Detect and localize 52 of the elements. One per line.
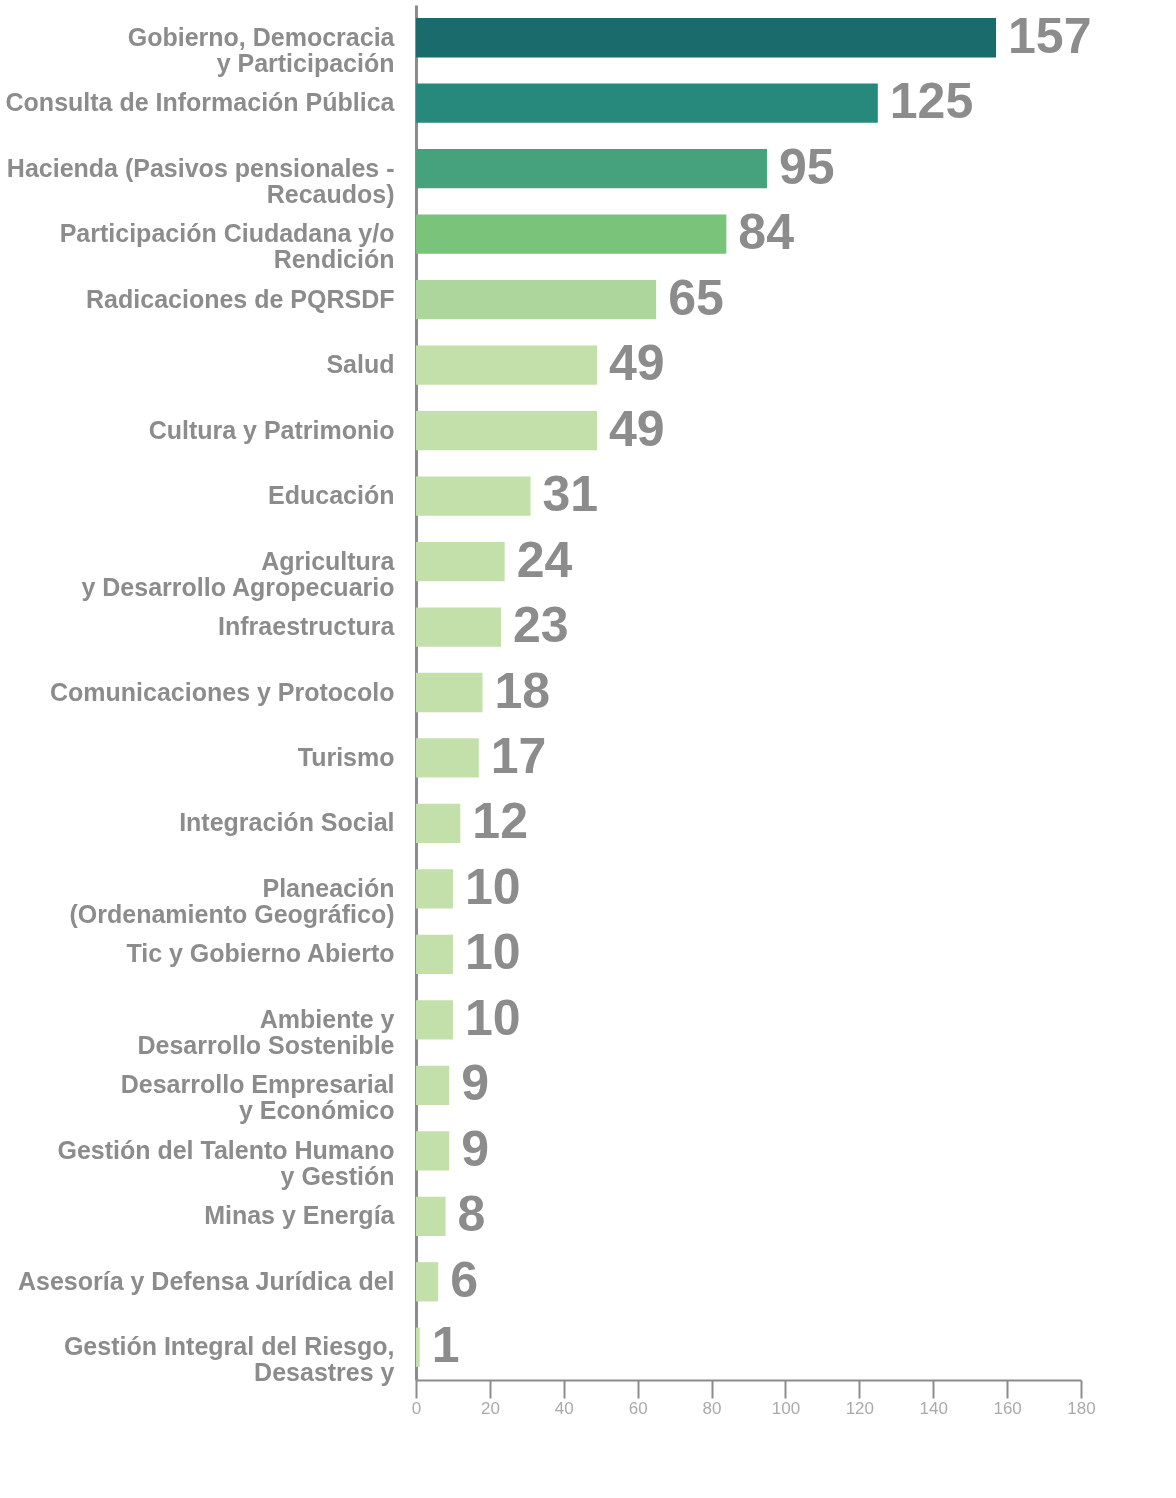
y-tick-label: Cultura y Patrimonio [148, 415, 395, 444]
y-tick-label: Salud [326, 350, 395, 379]
data-label: 23 [512, 597, 569, 654]
data-label: 49 [609, 400, 665, 457]
y-tick-label: Desarrollo Empresarial y Económico [120, 1070, 395, 1125]
y-tick-label: Agricultura y Desarrollo Agropecuario [81, 546, 396, 601]
y-tick-label: Asesoría y Defensa Jurídica del [17, 1266, 395, 1295]
data-label: 1 [431, 1317, 460, 1374]
data-label: 12 [472, 793, 528, 850]
y-tick-label: Gobierno, Democracia y Participación [127, 22, 396, 77]
y-tick-label: Educación [268, 481, 395, 510]
y-tick-label: Infraestructura [218, 612, 396, 641]
y-tick-label: Radicaciones de PQRSDF [86, 284, 395, 313]
x-tick-label: 40 [554, 1398, 574, 1418]
x-tick-label: 20 [480, 1398, 500, 1418]
x-tick-label: 120 [845, 1398, 875, 1418]
y-tick-label: Comunicaciones y Protocolo [49, 677, 395, 706]
data-label: 157 [1008, 7, 1092, 64]
data-label: 9 [461, 1055, 490, 1112]
x-tick-label: 140 [919, 1398, 948, 1418]
data-label: 10 [464, 924, 521, 981]
x-tick-label: 60 [628, 1398, 648, 1418]
data-label: 6 [450, 1251, 478, 1308]
data-label: 31 [542, 466, 599, 523]
data-label: 125 [889, 73, 974, 130]
y-tick-label: Consulta de Información Pública [5, 88, 396, 117]
data-label: 8 [457, 1186, 486, 1243]
data-label: 10 [464, 858, 521, 915]
data-label: 65 [668, 269, 724, 326]
y-tick-label: Integración Social [179, 808, 395, 837]
y-tick-label: Gestión Integral del Riesgo, Desastres y [63, 1332, 395, 1387]
y-tick-label: Participación Ciudadana y/o Rendición [59, 219, 395, 274]
data-label: 24 [516, 531, 573, 588]
y-tick-label: Hacienda (Pasivos pensionales - Recaudos) [6, 153, 395, 208]
y-tick-label: Planeación (Ordenamiento Geográfico) [69, 873, 395, 928]
y-tick-label: Gestión del Talento Humano y Gestión [57, 1135, 395, 1190]
x-tick-label: 160 [993, 1398, 1022, 1418]
data-label: 9 [461, 1120, 490, 1177]
x-tick-label: 100 [771, 1398, 801, 1418]
y-tick-label: Turismo [297, 742, 395, 771]
y-tick-label: Tic y Gobierno Abierto [126, 939, 395, 968]
data-label: 95 [778, 138, 835, 195]
data-label: 10 [464, 989, 521, 1046]
y-tick-label: Ambiente y Desarrollo Sostenible [137, 1004, 395, 1059]
x-tick-label: 0 [411, 1398, 422, 1418]
x-tick-label: 180 [1067, 1398, 1096, 1418]
data-label: 18 [494, 662, 551, 719]
data-label: 84 [738, 204, 795, 261]
data-label: 17 [490, 727, 547, 784]
x-tick-label: 80 [702, 1398, 722, 1418]
data-label: 49 [609, 335, 665, 392]
y-tick-label: Minas y Energía [204, 1201, 396, 1230]
